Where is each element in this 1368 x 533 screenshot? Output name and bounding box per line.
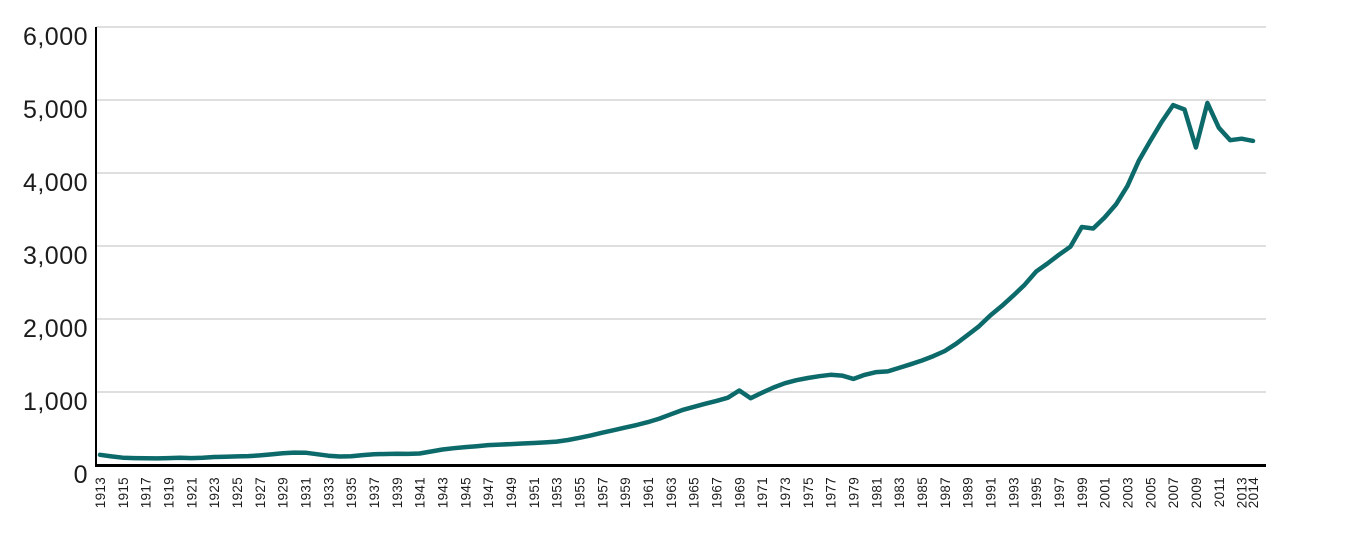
x-tick-label: 1957 [595,477,610,508]
x-tick-label: 1993 [1006,477,1021,508]
data-line [97,100,1256,461]
x-tick-label: 2009 [1189,477,1204,508]
x-tick-label: 1953 [550,477,565,508]
x-tick-label: 1981 [869,477,884,508]
x-tick-label: 1915 [116,477,131,508]
x-tick-label: 1943 [436,477,451,508]
x-tick-label: 1935 [344,477,359,508]
x-tick-label: 1997 [1052,477,1067,508]
x-tick-label: 1965 [687,477,702,508]
x-tick-label: 1949 [504,477,519,508]
x-tick-label: 1985 [915,477,930,508]
x-tick-label: 1937 [367,477,382,508]
x-tick-label: 1945 [458,477,473,508]
x-tick-label: 2001 [1098,477,1113,508]
x-tick-label: 1929 [276,477,291,508]
x-tick-label: 1923 [207,477,222,508]
x-tick-label: 1999 [1075,477,1090,508]
x-tick-label: 1917 [139,477,154,508]
y-tick-label: 0 [74,461,88,489]
y-tick-label: 2,000 [23,315,88,343]
x-tick-label: 1941 [413,477,428,508]
y-tick-label: 4,000 [23,169,88,197]
y-tick-label: 3,000 [23,242,88,270]
x-tick-label: 1971 [755,477,770,508]
x-tick-label: 1975 [801,477,816,508]
x-tick-label: 2007 [1166,477,1181,508]
x-tick-label: 1991 [983,477,998,508]
x-tick-label: 1951 [527,477,542,508]
x-tick-label: 2011 [1212,477,1227,507]
x-tick-label: 1979 [847,477,862,508]
x-tick-label: 1989 [961,477,976,508]
y-tick-label: 6,000 [23,23,88,51]
x-tick-label: 1933 [321,477,336,508]
x-tick-label: 2003 [1120,477,1135,508]
x-tick-label: 1921 [184,477,199,508]
x-tick-label: 2014 [1246,477,1261,508]
x-tick-label: 1925 [230,477,245,508]
x-tick-label: 1931 [299,477,314,508]
x-tick-label: 2005 [1143,477,1158,508]
x-tick-label: 1947 [481,477,496,508]
x-tick-label: 1913 [93,477,108,508]
y-tick-label: 1,000 [23,388,88,416]
y-tick-label: 5,000 [23,96,88,124]
x-tick-label: 1919 [162,477,177,508]
x-tick-label: 1959 [618,477,633,508]
x-tick-label: 1961 [641,477,656,508]
x-tick-label: 1955 [573,477,588,508]
x-tick-label: 1963 [664,477,679,508]
x-tick-label: 1927 [253,477,268,508]
x-tick-label: 1987 [938,477,953,508]
x-tick-label: 1995 [1029,477,1044,508]
x-tick-label: 1973 [778,477,793,508]
x-tick-label: 1969 [732,477,747,508]
x-tick-label: 2013 [1235,477,1250,508]
x-tick-label: 1939 [390,477,405,508]
x-tick-label: 1977 [824,477,839,508]
x-tick-label: 1983 [892,477,907,508]
x-tick-label: 1967 [710,477,725,508]
